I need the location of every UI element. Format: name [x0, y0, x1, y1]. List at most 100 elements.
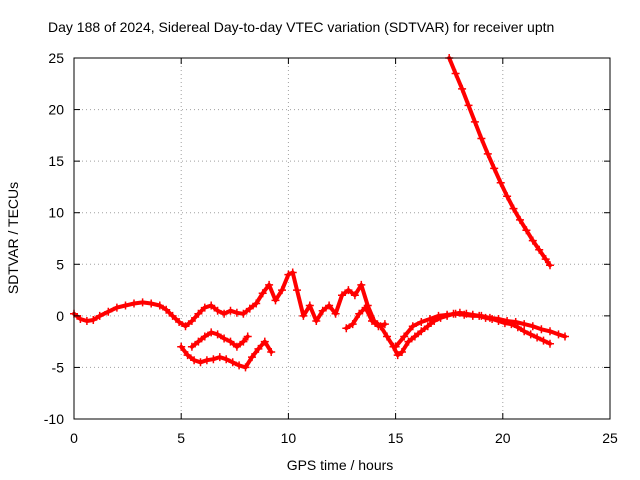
- data-point: [288, 268, 297, 277]
- data-point: [181, 322, 190, 331]
- data-point: [539, 336, 548, 345]
- data-point: [267, 348, 276, 356]
- data-point: [162, 305, 171, 314]
- data-point: [528, 322, 537, 331]
- data-point: [190, 356, 199, 365]
- data-point: [485, 313, 494, 322]
- data-point: [147, 299, 156, 308]
- chart-title: Day 188 of 2024, Sidereal Day-to-day VTE…: [48, 19, 554, 35]
- data-point: [271, 296, 280, 305]
- data-point: [239, 337, 248, 346]
- y-tick-label: -5: [52, 359, 65, 375]
- data-point: [374, 322, 383, 331]
- series-layer: [70, 54, 569, 372]
- x-tick-label: 0: [70, 430, 78, 446]
- data-point: [138, 298, 147, 307]
- data-point: [235, 361, 244, 370]
- y-axis-title: SDTVAR / TECUs: [5, 182, 21, 294]
- axis-ticks: 0 5 10 15 20 25 -10 -5 0 5 10 15 20 25: [44, 50, 618, 446]
- y-tick-label: -10: [44, 411, 64, 427]
- data-point: [410, 332, 419, 341]
- data-point: [232, 342, 241, 351]
- plot-frame: [73, 57, 611, 420]
- data-point: [468, 311, 477, 320]
- data-point: [202, 356, 211, 365]
- y-tick-label: 10: [48, 205, 64, 221]
- data-point: [398, 348, 406, 356]
- data-point: [494, 315, 503, 323]
- data-point: [516, 215, 524, 224]
- data-point: [168, 311, 177, 320]
- data-point: [526, 330, 535, 339]
- y-tick-label: 25: [48, 50, 64, 66]
- series-arc-short: [342, 303, 389, 333]
- data-point: [243, 332, 252, 341]
- data-point: [305, 301, 314, 310]
- y-tick-label: 5: [56, 256, 64, 272]
- series-arc-steep: [445, 54, 554, 270]
- series-arc-mid: [187, 328, 252, 351]
- data-point: [177, 342, 186, 351]
- data-point: [265, 280, 274, 289]
- data-point: [417, 327, 426, 336]
- data-point: [425, 315, 434, 323]
- data-point: [561, 332, 569, 341]
- data-point: [368, 317, 376, 325]
- data-point: [194, 309, 203, 318]
- data-point: [232, 308, 241, 317]
- data-point: [213, 330, 222, 339]
- data-point: [443, 310, 452, 319]
- data-point: [546, 261, 554, 270]
- data-point: [520, 327, 529, 336]
- data-point: [248, 353, 256, 362]
- data-point: [348, 320, 357, 329]
- x-tick-label: 25: [602, 430, 618, 446]
- x-tick-label: 15: [388, 430, 404, 446]
- data-point: [404, 337, 413, 346]
- data-point: [252, 299, 261, 308]
- x-tick-label: 10: [281, 430, 297, 446]
- data-point: [496, 178, 505, 187]
- data-point: [209, 355, 218, 364]
- data-point: [222, 355, 231, 364]
- data-point: [258, 289, 267, 298]
- data-point: [89, 316, 98, 324]
- data-point: [76, 315, 85, 323]
- data-point: [318, 306, 327, 315]
- data-point: [470, 117, 479, 126]
- x-tick-label: 20: [495, 430, 511, 446]
- data-point: [537, 325, 546, 334]
- data-point: [344, 286, 353, 295]
- data-point: [342, 324, 351, 333]
- data-point: [520, 320, 529, 329]
- data-point: [355, 309, 364, 318]
- data-point: [278, 286, 286, 295]
- data-point: [95, 311, 104, 320]
- data-point: [338, 291, 346, 300]
- data-point: [241, 363, 250, 372]
- series-arc-low-right: [391, 309, 569, 351]
- data-point: [200, 303, 209, 312]
- data-point: [155, 301, 164, 310]
- data-point: [207, 301, 216, 310]
- x-axis-title: GPS time / hours: [287, 457, 394, 473]
- data-point: [213, 306, 222, 315]
- grid-lines: [74, 58, 610, 419]
- data-point: [528, 236, 537, 245]
- data-point: [187, 342, 196, 351]
- data-point: [357, 280, 366, 289]
- data-point: [325, 301, 334, 310]
- data-point: [451, 69, 460, 78]
- data-point: [112, 303, 121, 312]
- data-point: [477, 134, 486, 143]
- data-point: [228, 358, 237, 367]
- series-arc-lower: [177, 337, 276, 372]
- data-point: [331, 309, 340, 318]
- y-tick-label: 0: [56, 308, 64, 324]
- data-point: [226, 306, 235, 315]
- data-point: [509, 204, 518, 213]
- data-point: [464, 101, 473, 110]
- data-point: [239, 309, 248, 318]
- x-tick-label: 5: [177, 430, 185, 446]
